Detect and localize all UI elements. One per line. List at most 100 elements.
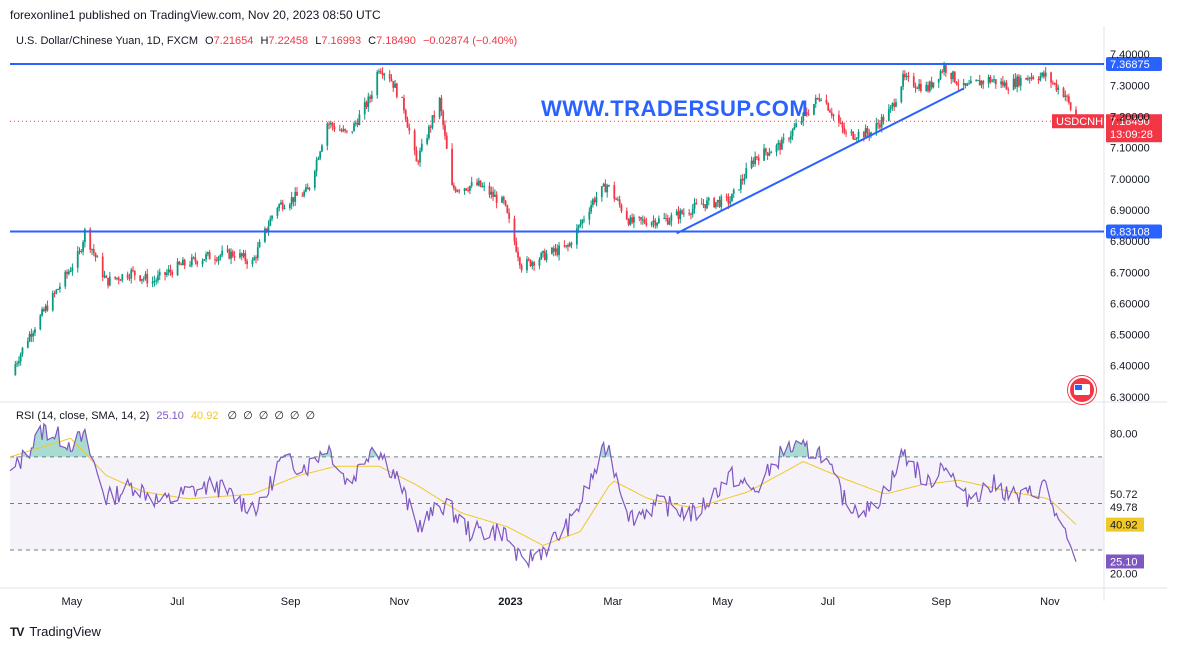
rsi-value-tag-label: 50.72 (1110, 489, 1138, 501)
candle (454, 188, 457, 192)
candle (905, 75, 908, 78)
candle (868, 132, 871, 136)
candle (1002, 81, 1004, 86)
candle (891, 103, 894, 107)
open-label: O (205, 35, 214, 47)
candle (467, 190, 470, 192)
rsi-legend: RSI (14, close, SMA, 14, 2) 25.10 40.92 … (16, 409, 315, 422)
candle (843, 127, 846, 133)
candle (458, 190, 461, 192)
time-axis-label: Mar (603, 596, 622, 608)
candle (338, 129, 341, 131)
rsi-legend-na-4: ∅ (289, 410, 300, 422)
price-tick-label: 7.00000 (1110, 174, 1150, 186)
candle (130, 269, 133, 279)
candle (255, 257, 257, 259)
candle (1032, 76, 1035, 80)
candle (55, 289, 58, 294)
candle (363, 102, 366, 115)
candle (1039, 76, 1042, 81)
candle (51, 293, 54, 311)
us-flag-icon[interactable] (1068, 376, 1096, 404)
candle (1018, 76, 1020, 86)
low-label: L (315, 35, 322, 47)
candle (841, 122, 844, 128)
candle (404, 110, 407, 120)
candle (579, 223, 582, 226)
price-tick-label: 7.10000 (1110, 143, 1150, 155)
time-axis-label: Nov (389, 596, 409, 608)
candle (606, 185, 609, 193)
candle (515, 241, 518, 252)
candle (419, 150, 421, 163)
candle (217, 257, 220, 261)
candle (178, 261, 181, 265)
candle (108, 276, 111, 286)
candle (690, 213, 692, 215)
candle (854, 138, 856, 140)
candle (529, 259, 532, 267)
candle (444, 125, 446, 136)
candle (392, 81, 395, 88)
candle (1067, 96, 1070, 103)
candle (269, 218, 272, 226)
candle (592, 199, 594, 206)
candle (713, 198, 716, 208)
candle (264, 228, 266, 242)
candle (155, 280, 158, 282)
candle (763, 148, 765, 161)
candle (804, 112, 806, 114)
candle (281, 202, 284, 209)
trendline[interactable] (676, 87, 965, 235)
candle (877, 123, 880, 125)
candle (953, 71, 956, 83)
candle (132, 269, 134, 271)
candle (117, 277, 120, 280)
candle (354, 122, 357, 124)
candle (53, 293, 56, 295)
candle (369, 96, 371, 99)
candle (775, 145, 778, 152)
candle (558, 245, 560, 256)
symbol-title[interactable]: U.S. Dollar/Chinese Yuan, 1D, FXCM (16, 35, 198, 47)
price-tick-label: 6.30000 (1110, 392, 1150, 404)
footer-brand[interactable]: TradingView (29, 624, 101, 639)
candle (246, 260, 248, 265)
candle (394, 83, 396, 88)
candle (1069, 102, 1072, 110)
candle (180, 264, 183, 266)
candle (256, 247, 259, 259)
candle (716, 199, 719, 203)
candle (94, 253, 97, 258)
candle (526, 259, 528, 271)
candle (641, 219, 644, 221)
rsi-sma-line (9, 437, 1077, 546)
candle (206, 252, 209, 255)
time-axis-label: 2023 (498, 596, 522, 608)
candle (233, 256, 236, 258)
candle (880, 116, 883, 128)
candle (34, 329, 36, 333)
candle (342, 129, 345, 132)
candle (727, 196, 730, 204)
candle (39, 315, 42, 330)
candle (1000, 81, 1003, 85)
candle (105, 275, 108, 279)
candle (855, 138, 858, 140)
candle (731, 193, 733, 202)
rsi-title[interactable]: RSI (14, close, SMA, 14, 2) (16, 410, 150, 422)
candle (629, 217, 632, 225)
candle (615, 198, 617, 200)
candle (240, 253, 243, 257)
candle (1064, 95, 1067, 97)
price-tick-label: 7.30000 (1110, 80, 1150, 92)
candle (720, 196, 723, 207)
rsi-value-tag-label: 25.10 (1110, 556, 1138, 568)
candle (41, 309, 43, 316)
candle (738, 189, 740, 191)
tradingview-logo-icon[interactable]: TV (10, 624, 24, 639)
candle (745, 168, 748, 179)
time-axis-label: Nov (1040, 596, 1060, 608)
rsi-value-tag (1106, 517, 1144, 532)
